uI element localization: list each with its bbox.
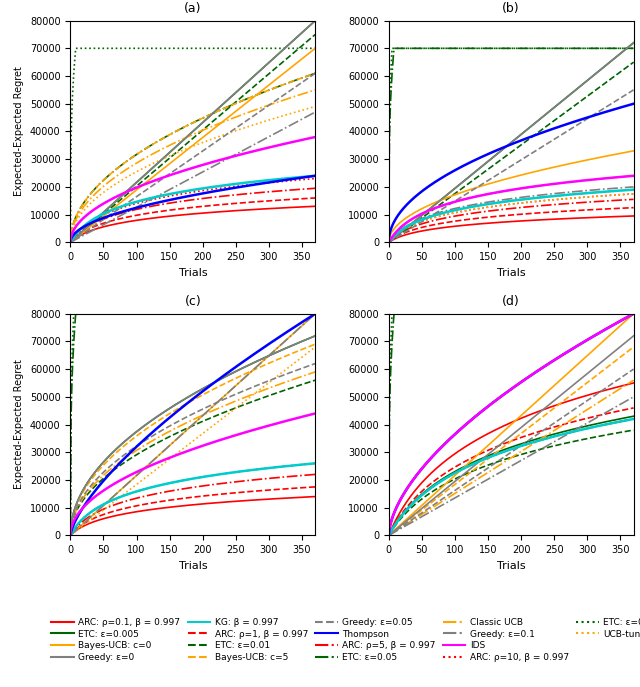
Title: (c): (c) [184, 295, 201, 308]
X-axis label: Trials: Trials [497, 561, 525, 571]
X-axis label: Trials: Trials [179, 561, 207, 571]
Legend: ARC: ρ=0.1, β = 0.997, ETC: ε=0.005, Bayes-UCB: c=0, Greedy: ε=0, KG: β = 0.997,: ARC: ρ=0.1, β = 0.997, ETC: ε=0.005, Bay… [51, 618, 640, 662]
Title: (a): (a) [184, 2, 202, 15]
Y-axis label: Expected-Expected Regret: Expected-Expected Regret [14, 67, 24, 196]
Title: (d): (d) [502, 295, 520, 308]
Y-axis label: Expected-Expected Regret: Expected-Expected Regret [14, 359, 24, 489]
Title: (b): (b) [502, 2, 520, 15]
X-axis label: Trials: Trials [179, 267, 207, 278]
X-axis label: Trials: Trials [497, 267, 525, 278]
